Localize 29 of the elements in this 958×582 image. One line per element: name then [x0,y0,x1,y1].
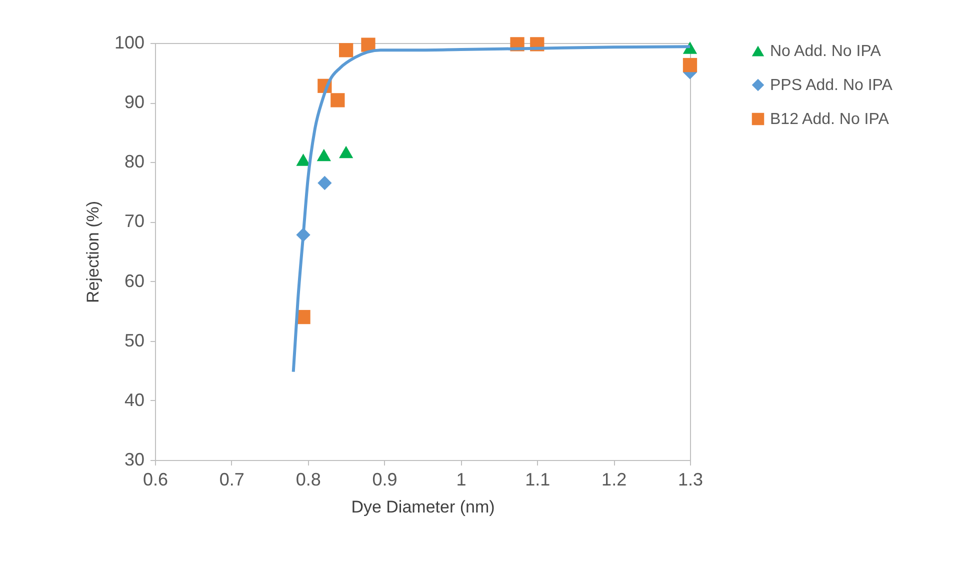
y-tick-label: 100 [114,32,144,52]
x-tick-label: 1.3 [678,470,704,490]
x-tick-label: 1.1 [525,470,550,490]
x-tick-label: 1.2 [602,470,627,490]
x-tick-label: 0.7 [219,470,244,490]
point [339,43,354,58]
point [682,42,698,54]
y-tick-label: 80 [124,152,144,172]
point [330,93,345,108]
legend-label: B12 Add. No IPA [770,111,890,128]
y-axis-title: Rejection (%) [83,200,102,304]
legend-label: No Add. No IPA [770,43,882,60]
x-tick-label: 0.6 [142,470,168,490]
y-tick-label: 50 [124,330,144,350]
x-tick-label: 0.8 [296,470,321,490]
x-tick-label: 0.9 [372,470,398,490]
x-axis-title: Dye Diameter (nm) [351,498,495,516]
legend-label: PPS Add. No IPA [770,77,893,94]
point [682,58,698,72]
point [316,148,331,162]
point [339,146,354,158]
point [318,176,332,190]
point [296,154,310,166]
y-tick-label: 60 [124,270,144,291]
y-tick-label: 90 [124,92,144,112]
y-tick-label: 70 [124,211,144,232]
x-tick-label: 1 [456,470,466,490]
y-tick-label: 30 [124,450,144,470]
y-tick-label: 40 [124,390,144,410]
